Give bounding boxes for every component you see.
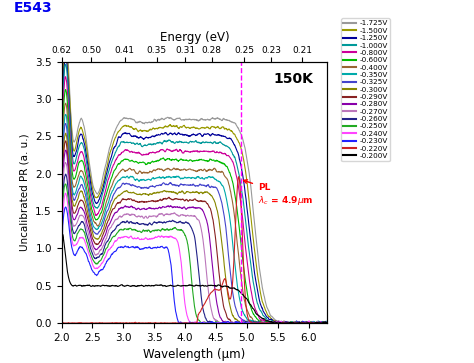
- Legend: -1.725V, -1.500V, -1.250V, -1.000V, -0.800V, -0.600V, -0.400V, -0.350V, -0.325V,: -1.725V, -1.500V, -1.250V, -1.000V, -0.8…: [341, 18, 390, 161]
- Y-axis label: Uncalibrated PR (a. u.): Uncalibrated PR (a. u.): [20, 134, 30, 251]
- Text: 150K: 150K: [274, 72, 314, 86]
- X-axis label: Wavelength (μm): Wavelength (μm): [143, 348, 246, 361]
- Text: PL
$\lambda_c$ = 4.9$\mu$m: PL $\lambda_c$ = 4.9$\mu$m: [244, 180, 313, 207]
- X-axis label: Energy (eV): Energy (eV): [160, 31, 229, 44]
- Text: E543: E543: [14, 1, 53, 15]
